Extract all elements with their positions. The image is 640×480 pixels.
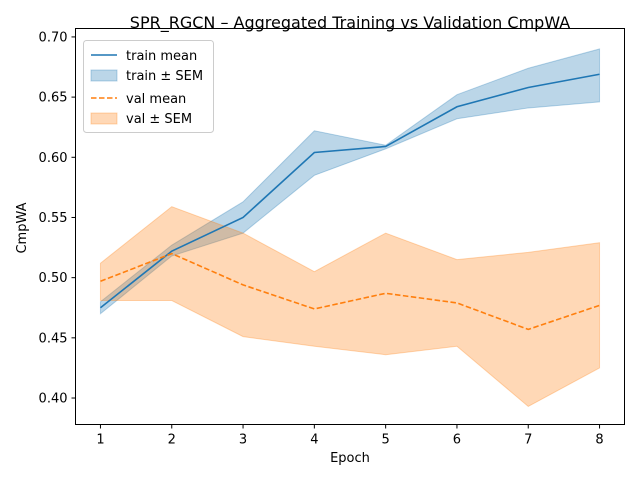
val-mean-line (100, 252, 600, 331)
val-mean-sem-band (99, 206, 601, 408)
y-axis-label: CmpWA (15, 202, 30, 253)
train-mean-line (99, 73, 600, 309)
legend-frame (83, 40, 214, 133)
legend-label-train-sem: train ± SEM (126, 69, 203, 84)
x-tick-label: 5 (382, 433, 390, 448)
train-mean-sem-band (99, 48, 601, 315)
x-tick-label: 4 (310, 433, 318, 448)
legend: train mean train ± SEM val mean val ± SE… (83, 40, 214, 133)
legend-label-train-mean: train mean (126, 49, 197, 64)
x-axis-label: Epoch (330, 451, 370, 466)
x-axis-ticks: 1 2 3 4 5 6 7 8 (96, 424, 604, 448)
legend-swatch-val-sem (90, 112, 118, 125)
plot-area-frame (75, 28, 625, 425)
x-tick-label: 6 (453, 433, 461, 448)
y-tick-label: 0.45 (39, 331, 68, 346)
y-tick-label: 0.70 (39, 30, 68, 45)
y-tick-label: 0.60 (39, 151, 68, 166)
chart-title: SPR_RGCN – Aggregated Training vs Valida… (130, 13, 570, 33)
x-tick-label: 3 (239, 433, 247, 448)
y-tick-label: 0.55 (39, 211, 68, 226)
x-tick-label: 2 (168, 433, 176, 448)
y-tick-label: 0.65 (39, 91, 68, 106)
series-lines (99, 73, 600, 331)
y-axis-ticks: 0.40 0.45 0.50 0.55 0.60 0.65 0.70 (39, 30, 76, 407)
y-tick-label: 0.50 (39, 271, 68, 286)
uncertainty-bands (99, 48, 601, 408)
x-tick-label: 7 (524, 433, 532, 448)
legend-label-val-sem: val ± SEM (126, 112, 192, 127)
legend-label-val-mean: val mean (126, 92, 186, 107)
legend-swatch-train-sem (90, 69, 118, 82)
x-tick-label: 1 (96, 433, 104, 448)
y-tick-label: 0.40 (39, 392, 68, 407)
x-tick-label: 8 (595, 433, 603, 448)
